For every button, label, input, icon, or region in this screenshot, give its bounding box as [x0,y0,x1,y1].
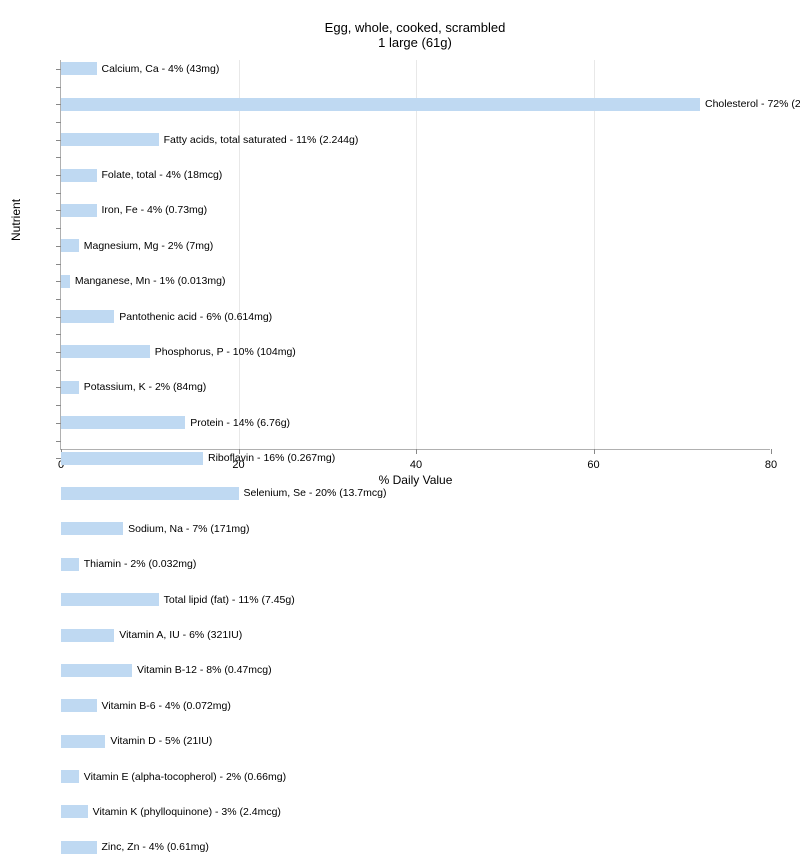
y-tick [56,122,61,123]
bar-row: Vitamin K (phylloquinone) - 3% (2.4mcg) [61,803,770,821]
nutrient-chart: Egg, whole, cooked, scrambled 1 large (6… [0,0,800,500]
bar-row: Pantothenic acid - 6% (0.614mg) [61,308,770,326]
bar [61,98,700,111]
y-tick [56,458,61,459]
y-tick [56,299,61,300]
bar [61,699,97,712]
bar-label: Sodium, Na - 7% (171mg) [128,523,249,535]
y-tick [56,281,61,282]
bar-row: Manganese, Mn - 1% (0.013mg) [61,272,770,290]
bar-row: Iron, Fe - 4% (0.73mg) [61,202,770,220]
bar [61,629,114,642]
bar [61,558,79,571]
bar [61,805,88,818]
bar-row: Protein - 14% (6.76g) [61,414,770,432]
y-tick [56,264,61,265]
y-tick [56,441,61,442]
bar-row: Vitamin B-12 - 8% (0.47mcg) [61,662,770,680]
bar-label: Folate, total - 4% (18mcg) [102,169,223,181]
bar [61,416,185,429]
bar-row: Thiamin - 2% (0.032mg) [61,555,770,573]
bar [61,133,159,146]
bar-label: Phosphorus, P - 10% (104mg) [155,346,296,358]
bar [61,345,150,358]
bar-label: Protein - 14% (6.76g) [190,417,290,429]
y-tick [56,87,61,88]
bar-label: Pantothenic acid - 6% (0.614mg) [119,311,272,323]
y-tick [56,423,61,424]
bar-label: Total lipid (fat) - 11% (7.45g) [164,594,295,606]
bar [61,310,114,323]
bar-label: Fatty acids, total saturated - 11% (2.24… [164,134,359,146]
bar-label: Vitamin D - 5% (21IU) [110,735,212,747]
bar-row: Zinc, Zn - 4% (0.61mg) [61,839,770,856]
bar-label: Vitamin B-6 - 4% (0.072mg) [102,700,231,712]
bar-label: Selenium, Se - 20% (13.7mcg) [244,487,387,499]
bar-row: Magnesium, Mg - 2% (7mg) [61,237,770,255]
y-tick [56,140,61,141]
bar [61,62,97,75]
bar [61,169,97,182]
y-tick [56,405,61,406]
bar-row: Calcium, Ca - 4% (43mg) [61,60,770,78]
title-line-1: Egg, whole, cooked, scrambled [60,20,770,35]
bar-row: Potassium, K - 2% (84mg) [61,378,770,396]
bar [61,239,79,252]
bar [61,522,123,535]
bar-row: Vitamin A, IU - 6% (321IU) [61,626,770,644]
bar-label: Iron, Fe - 4% (0.73mg) [102,204,208,216]
bar [61,275,70,288]
bar-row: Riboflavin - 16% (0.267mg) [61,449,770,467]
bar-label: Zinc, Zn - 4% (0.61mg) [102,841,209,853]
y-tick [56,175,61,176]
y-tick [56,317,61,318]
bar [61,770,79,783]
y-tick [56,104,61,105]
y-axis-label: Nutrient [9,198,23,240]
plot-area: Nutrient % Daily Value 020406080Calcium,… [60,60,770,450]
bar-label: Vitamin K (phylloquinone) - 3% (2.4mcg) [93,806,281,818]
y-tick [56,193,61,194]
bar [61,487,239,500]
bar-row: Vitamin D - 5% (21IU) [61,732,770,750]
bar-row: Folate, total - 4% (18mcg) [61,166,770,184]
chart-title: Egg, whole, cooked, scrambled 1 large (6… [60,20,770,50]
y-tick [56,210,61,211]
bar [61,452,203,465]
y-tick [56,370,61,371]
bar-row: Fatty acids, total saturated - 11% (2.24… [61,131,770,149]
x-tick [771,449,772,454]
bar [61,664,132,677]
bar [61,204,97,217]
bar-label: Vitamin E (alpha-tocopherol) - 2% (0.66m… [84,771,286,783]
bar-row: Vitamin E (alpha-tocopherol) - 2% (0.66m… [61,768,770,786]
bar-label: Cholesterol - 72% (215mg) [705,98,800,110]
bar-row: Vitamin B-6 - 4% (0.072mg) [61,697,770,715]
bar-label: Magnesium, Mg - 2% (7mg) [84,240,214,252]
bar [61,735,105,748]
bar-label: Vitamin B-12 - 8% (0.47mcg) [137,664,272,676]
bar-row: Phosphorus, P - 10% (104mg) [61,343,770,361]
bar-label: Thiamin - 2% (0.032mg) [84,558,197,570]
y-tick [56,228,61,229]
bar-row: Total lipid (fat) - 11% (7.45g) [61,591,770,609]
bar-label: Calcium, Ca - 4% (43mg) [102,63,220,75]
bar [61,381,79,394]
y-tick [56,387,61,388]
bar-label: Vitamin A, IU - 6% (321IU) [119,629,242,641]
bar [61,841,97,854]
bar-label: Riboflavin - 16% (0.267mg) [208,452,335,464]
y-tick [56,157,61,158]
y-tick [56,352,61,353]
bar-row: Sodium, Na - 7% (171mg) [61,520,770,538]
bar-label: Potassium, K - 2% (84mg) [84,381,207,393]
bar-label: Manganese, Mn - 1% (0.013mg) [75,275,226,287]
title-line-2: 1 large (61g) [60,35,770,50]
y-tick [56,334,61,335]
y-tick [56,246,61,247]
bar [61,593,159,606]
bar-row: Cholesterol - 72% (215mg) [61,95,770,113]
